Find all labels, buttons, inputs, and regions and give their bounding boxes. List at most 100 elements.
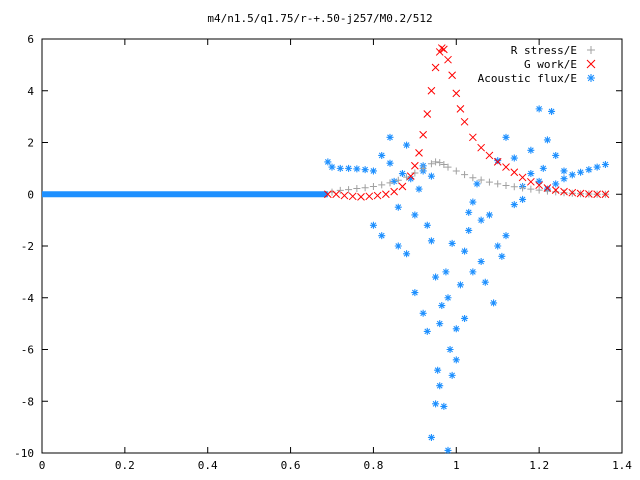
data-point (328, 163, 336, 171)
data-point (345, 164, 353, 172)
data-point (498, 252, 506, 260)
x-tick-label: 0.2 (115, 459, 135, 472)
data-point (510, 168, 519, 177)
data-point (539, 164, 547, 172)
data-point (585, 190, 593, 198)
x-tick-label: 1.2 (529, 459, 549, 472)
data-point (444, 294, 452, 302)
data-point (436, 320, 444, 328)
data-point (448, 71, 456, 80)
data-point (469, 268, 477, 276)
data-point (494, 180, 502, 188)
data-point (369, 221, 377, 229)
data-point (456, 105, 465, 113)
y-tick-label: -4 (21, 292, 35, 305)
data-point (398, 182, 407, 191)
data-point (527, 185, 535, 193)
data-point (452, 325, 460, 333)
data-point (442, 268, 450, 276)
data-point (423, 221, 431, 229)
data-point (552, 151, 560, 159)
data-point (461, 171, 469, 179)
series-2 (42, 105, 609, 454)
x-tick-label: 0.8 (363, 459, 383, 472)
plot-frame (41, 38, 623, 454)
y-tick-label: 0 (27, 188, 34, 201)
data-point (436, 159, 444, 167)
data-point (510, 154, 518, 162)
data-point (560, 187, 568, 196)
data-point (427, 237, 435, 245)
data-point (394, 176, 402, 184)
data-point (586, 59, 596, 69)
data-point (357, 192, 365, 201)
data-point (332, 190, 340, 199)
y-tick-label: -8 (21, 395, 34, 408)
legend-label: G work/E (524, 58, 577, 71)
chart-title: m4/n1.5/q1.75/r-+.50-j257/M0.2/512 (207, 12, 432, 25)
data-point (477, 176, 485, 184)
data-point (452, 89, 461, 98)
data-point (560, 167, 568, 175)
data-point (493, 158, 502, 166)
data-point (477, 258, 485, 266)
y-tick-label: 2 (27, 137, 34, 150)
data-point (437, 44, 446, 52)
data-point (593, 190, 601, 199)
data-point (535, 186, 543, 194)
data-point (502, 181, 510, 189)
data-point (452, 167, 460, 175)
data-point (336, 186, 344, 194)
data-point (510, 201, 518, 209)
data-point (601, 190, 610, 199)
data-point (568, 188, 577, 197)
data-point (434, 366, 442, 374)
data-point (535, 177, 543, 185)
data-point (527, 177, 535, 186)
data-point (444, 163, 452, 171)
data-point (510, 183, 518, 191)
data-point (436, 382, 444, 390)
data-point (502, 232, 510, 240)
data-point (448, 371, 456, 379)
data-point (345, 186, 353, 194)
data-point (353, 165, 361, 173)
data-point (415, 185, 423, 193)
data-point (378, 151, 386, 159)
data-point (585, 166, 593, 174)
data-point (435, 48, 444, 56)
data-point (485, 178, 493, 186)
data-point (440, 45, 448, 54)
data-point (535, 105, 543, 113)
data-point (527, 146, 535, 154)
data-point (440, 402, 448, 410)
legend-label: Acoustic flux/E (478, 72, 577, 85)
data-point (427, 160, 435, 168)
data-point (407, 175, 415, 183)
data-point (411, 211, 419, 219)
data-point (427, 172, 435, 180)
data-point (560, 189, 568, 197)
data-point (406, 172, 415, 180)
data-point (446, 346, 454, 353)
data-point (386, 159, 394, 167)
data-point (473, 180, 481, 188)
data-point (365, 192, 374, 201)
data-point (324, 190, 332, 199)
data-point (481, 278, 489, 286)
data-point (432, 158, 440, 166)
data-point (353, 185, 361, 193)
data-point (485, 211, 493, 219)
x-tick-label: 1.4 (612, 459, 632, 472)
axes: 0 0.2 0.4 0.6 0.8 1 1.2 1.4 -10 -8 -6 -4 -2 0 2 4 6 (14, 33, 632, 472)
data-point (576, 189, 585, 198)
legend-label: R stress/E (511, 44, 577, 57)
data-point (382, 190, 390, 199)
data-point (519, 184, 527, 192)
data-point (465, 226, 473, 234)
y-tick-label: -2 (21, 240, 34, 253)
data-point (477, 143, 485, 152)
data-point (369, 182, 377, 190)
data-point (369, 167, 377, 175)
